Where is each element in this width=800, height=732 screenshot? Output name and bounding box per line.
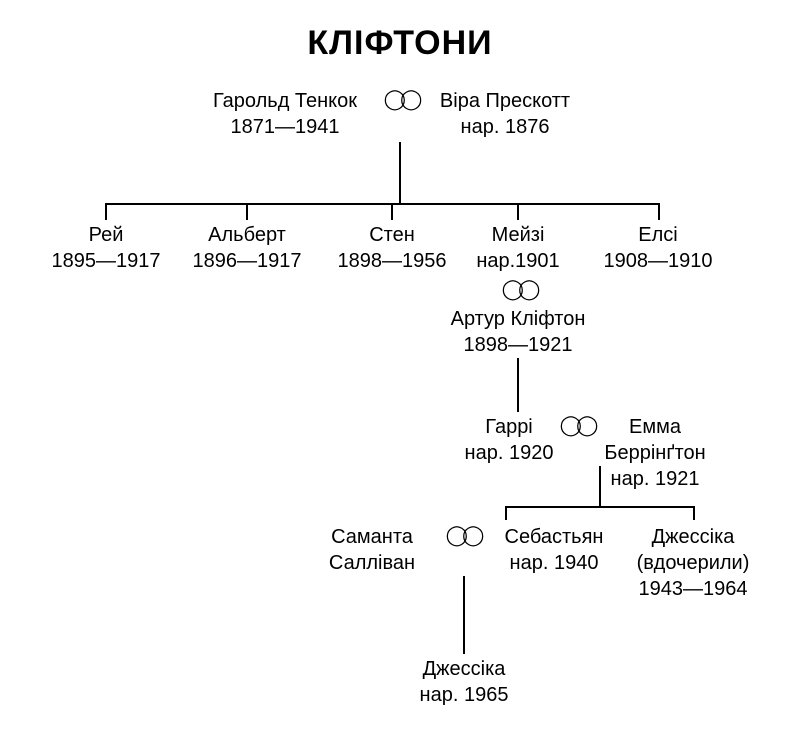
person-dates: 1898—1921 bbox=[418, 332, 618, 358]
person-dates: нар. 1965 bbox=[384, 682, 544, 708]
person-name: Артур Кліфтон bbox=[418, 306, 618, 332]
person-name: Емма bbox=[580, 414, 730, 440]
person-dates: 1908—1910 bbox=[583, 248, 733, 274]
tree-line bbox=[599, 466, 601, 506]
person-dates: нар. 1921 bbox=[580, 466, 730, 492]
tree-line bbox=[399, 142, 401, 203]
person-name-2: Беррінґтон bbox=[580, 440, 730, 466]
tree-line bbox=[693, 506, 695, 520]
person-name: Джессіка bbox=[384, 656, 544, 682]
person-rey: Рей 1895—1917 bbox=[31, 222, 181, 274]
tree-line bbox=[505, 506, 695, 508]
person-samantha: Саманта Салліван bbox=[297, 524, 447, 576]
person-name: Альберт bbox=[172, 222, 322, 248]
person-name: Себастьян bbox=[479, 524, 629, 550]
person-name: Джессіка bbox=[613, 524, 773, 550]
person-name: Саманта bbox=[297, 524, 447, 550]
tree-line bbox=[517, 203, 519, 220]
tree-line bbox=[658, 203, 660, 220]
person-dates: 1943—1964 bbox=[613, 576, 773, 602]
person-emma: Емма Беррінґтон нар. 1921 bbox=[580, 414, 730, 492]
person-name: Стен bbox=[317, 222, 467, 248]
person-jessica-1965: Джессіка нар. 1965 bbox=[384, 656, 544, 708]
marriage-icon: ◯◯ bbox=[446, 523, 479, 548]
tree-line bbox=[105, 203, 660, 205]
person-name: Гарольд Тенкок bbox=[185, 88, 385, 114]
tree-line bbox=[517, 358, 519, 412]
person-albert: Альберт 1896—1917 bbox=[172, 222, 322, 274]
person-name: Віра Прескотт bbox=[405, 88, 605, 114]
person-sten: Стен 1898—1956 bbox=[317, 222, 467, 274]
person-vira: Віра Прескотт нар. 1876 bbox=[405, 88, 605, 140]
person-elsi: Елсі 1908—1910 bbox=[583, 222, 733, 274]
tree-line bbox=[391, 203, 393, 220]
tree-line bbox=[246, 203, 248, 220]
person-dates: нар. 1876 bbox=[405, 114, 605, 140]
person-dates: 1896—1917 bbox=[172, 248, 322, 274]
person-dates: нар. 1920 bbox=[434, 440, 584, 466]
person-harold: Гарольд Тенкок 1871—1941 bbox=[185, 88, 385, 140]
person-meyzi: Мейзі нар.1901 bbox=[453, 222, 583, 274]
person-note: (вдочерили) bbox=[613, 550, 773, 576]
person-name: Мейзі bbox=[453, 222, 583, 248]
tree-line bbox=[105, 203, 107, 220]
person-dates: 1898—1956 bbox=[317, 248, 467, 274]
person-sebastian: Себастьян нар. 1940 bbox=[479, 524, 629, 576]
person-name-2: Салліван bbox=[297, 550, 447, 576]
marriage-icon: ◯◯ bbox=[560, 413, 593, 438]
marriage-icon: ◯◯ bbox=[384, 87, 417, 112]
person-name: Рей bbox=[31, 222, 181, 248]
tree-line bbox=[505, 506, 507, 520]
person-name: Елсі bbox=[583, 222, 733, 248]
person-arthur: Артур Кліфтон 1898—1921 bbox=[418, 306, 618, 358]
person-dates: 1871—1941 bbox=[185, 114, 385, 140]
person-dates: 1895—1917 bbox=[31, 248, 181, 274]
person-dates: нар.1901 bbox=[453, 248, 583, 274]
tree-line bbox=[463, 576, 465, 654]
person-jessica-adopted: Джессіка (вдочерили) 1943—1964 bbox=[613, 524, 773, 602]
person-dates: нар. 1940 bbox=[479, 550, 629, 576]
marriage-icon: ◯◯ bbox=[502, 277, 535, 302]
tree-title: КЛІФТОНИ bbox=[0, 24, 800, 63]
